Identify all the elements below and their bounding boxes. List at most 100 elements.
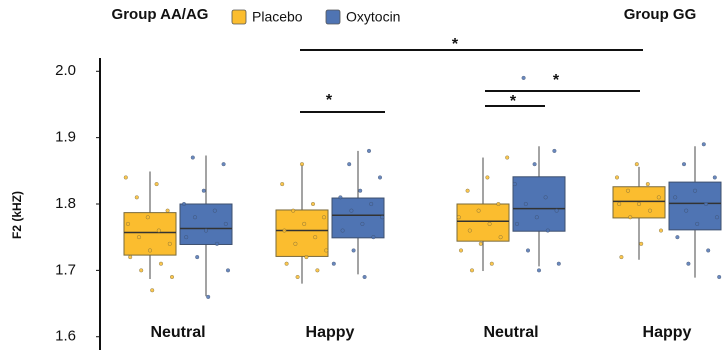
significance-label: * [553, 72, 560, 89]
data-point [324, 248, 329, 253]
data-point [543, 195, 548, 200]
data-point [347, 162, 352, 167]
data-point [293, 241, 298, 246]
data-point [536, 268, 542, 273]
data-point [206, 294, 211, 299]
data-point [703, 201, 709, 207]
data-point [134, 195, 139, 200]
y-tick-label: 1.7 [55, 261, 76, 278]
data-point [614, 175, 620, 180]
data-point [340, 228, 345, 233]
data-point [656, 195, 661, 200]
data-point [714, 215, 720, 220]
data-point [156, 228, 161, 233]
data-point [338, 195, 343, 200]
y-tick-label: 1.8 [55, 195, 76, 212]
significance-label: * [510, 93, 517, 110]
significance-label: * [326, 92, 333, 109]
data-point [123, 175, 128, 180]
data-point [505, 155, 510, 160]
x-tick-label: Neutral [150, 324, 205, 341]
data-point [225, 268, 231, 273]
data-point [628, 215, 633, 220]
data-point [701, 142, 706, 147]
data-point [184, 235, 189, 240]
box [331, 197, 385, 239]
data-point [212, 208, 217, 213]
data-point [223, 221, 228, 226]
group-title: Group AA/AG [112, 6, 209, 23]
data-point [532, 162, 537, 167]
data-point [525, 248, 531, 253]
data-point [521, 75, 526, 80]
data-point [371, 235, 376, 240]
data-point [554, 208, 559, 213]
data-point [154, 182, 159, 187]
data-point [282, 228, 287, 233]
data-point [467, 228, 472, 233]
data-point [302, 221, 307, 226]
data-point [190, 155, 195, 160]
data-point [634, 162, 639, 167]
box [123, 212, 177, 256]
data-point [128, 255, 133, 260]
data-point [498, 235, 503, 240]
data-point [351, 248, 356, 253]
data-point [534, 215, 539, 220]
data-point [636, 201, 642, 207]
data-point [150, 288, 155, 293]
data-point [712, 175, 717, 180]
data-point [360, 221, 365, 226]
data-point [362, 274, 367, 280]
x-tick-label: Happy [306, 324, 355, 341]
y-tick-label: 1.9 [55, 129, 76, 146]
data-point [681, 162, 687, 167]
legend-swatch [325, 9, 341, 25]
data-point [545, 228, 550, 233]
data-point [366, 148, 372, 153]
x-tick-label: Neutral [483, 324, 538, 341]
data-point [476, 208, 481, 213]
data-point [147, 248, 153, 253]
data-point [496, 201, 501, 207]
data-point [192, 215, 198, 220]
y-tick-label: 1.6 [55, 328, 76, 345]
data-point [321, 215, 327, 220]
data-point [489, 261, 494, 266]
data-point [349, 208, 354, 213]
data-point [331, 261, 336, 266]
data-point [295, 274, 300, 280]
box [512, 176, 566, 232]
data-point [167, 241, 172, 246]
data-point [639, 241, 644, 246]
data-point [195, 255, 200, 260]
legend-swatch [231, 9, 247, 25]
data-point [358, 188, 363, 193]
data-point [523, 201, 528, 207]
data-point [158, 261, 164, 266]
data-point [201, 188, 206, 193]
data-point [675, 235, 680, 240]
x-tick-label: Happy [643, 324, 692, 341]
data-point [369, 201, 374, 207]
data-point [313, 235, 318, 240]
data-point [556, 261, 561, 266]
data-point [617, 201, 622, 207]
data-point [619, 255, 624, 260]
data-point [299, 162, 305, 167]
data-point [458, 248, 464, 253]
data-point [487, 221, 492, 226]
data-point [717, 274, 722, 280]
data-point [310, 201, 316, 207]
box [456, 203, 510, 242]
data-point [291, 208, 296, 213]
data-point [169, 274, 175, 280]
data-point [552, 148, 557, 153]
data-point [478, 241, 483, 246]
data-point [485, 175, 490, 180]
data-point [684, 208, 689, 213]
y-axis-label: F2 (kHZ) [10, 191, 24, 239]
data-point [686, 261, 691, 266]
data-point [673, 195, 678, 200]
